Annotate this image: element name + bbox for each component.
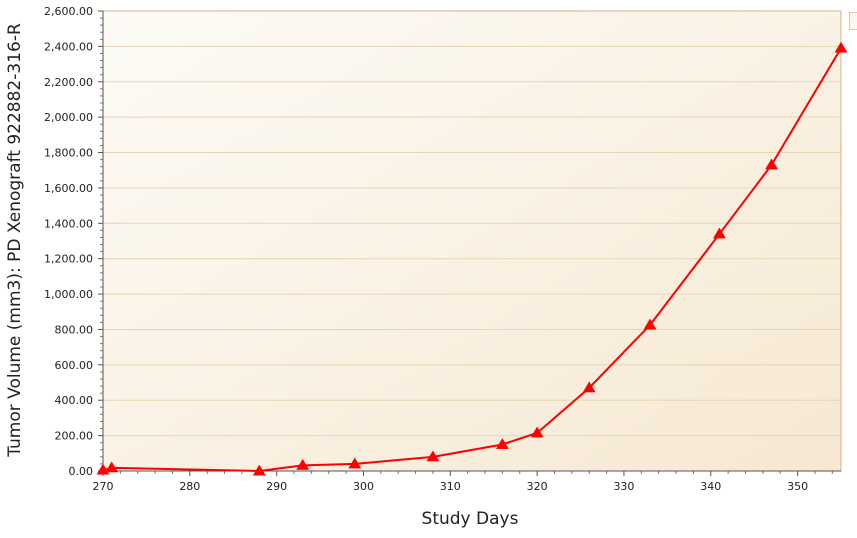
data-point-marker xyxy=(765,158,778,170)
y-tick-label: 400.00 xyxy=(55,394,94,407)
y-tick-label: 2,400.00 xyxy=(44,40,93,53)
x-tick-label: 310 xyxy=(440,480,461,493)
y-axis: 0.00 200.00 400.00 600.00 800.00 1,000.00 1,20… xyxy=(44,5,104,478)
data-point-marker xyxy=(495,437,509,449)
y-tick-label: 2,600.00 xyxy=(44,5,93,18)
y-tick-label: 200.00 xyxy=(55,430,94,443)
x-tick-label: 350 xyxy=(787,480,808,493)
data-point-marker xyxy=(296,458,310,470)
data-point-marker xyxy=(348,457,362,469)
data-point-marker xyxy=(582,381,596,393)
y-tick-label: 0.00 xyxy=(69,465,94,478)
x-axis: 270 280 290 300 310 320 330 340 350 xyxy=(93,470,841,493)
y-axis-title: Tumor Volume (mm3): PD Xenograft 922882-… xyxy=(5,23,25,458)
series-layer xyxy=(96,41,848,476)
data-point-marker xyxy=(426,450,440,462)
legend-box xyxy=(849,12,857,30)
x-tick-label: 270 xyxy=(93,480,114,493)
y-tick-label: 1,600.00 xyxy=(44,182,93,195)
y-tick-label: 600.00 xyxy=(55,359,94,372)
data-point-marker xyxy=(713,227,726,239)
x-tick-label: 300 xyxy=(353,480,374,493)
grid xyxy=(103,45,841,437)
x-tick-label: 320 xyxy=(527,480,548,493)
y-tick-label: 800.00 xyxy=(55,323,94,336)
data-point-marker xyxy=(643,318,657,330)
data-point-marker xyxy=(834,41,848,53)
y-tick-label: 1,000.00 xyxy=(44,288,93,301)
y-tick-label: 2,200.00 xyxy=(44,76,93,89)
x-tick-label: 290 xyxy=(266,480,287,493)
y-tick-label: 1,800.00 xyxy=(44,147,93,160)
x-tick-label: 340 xyxy=(700,480,721,493)
y-tick-label: 1,400.00 xyxy=(44,217,93,230)
x-tick-label: 330 xyxy=(613,480,634,493)
y-tick-label: 1,200.00 xyxy=(44,253,93,266)
x-tick-label: 280 xyxy=(179,480,200,493)
data-point-marker xyxy=(530,426,544,438)
x-axis-title: Study Days xyxy=(422,509,519,529)
data-point-marker xyxy=(105,461,119,473)
plot-area xyxy=(102,10,842,472)
y-tick-label: 2,000.00 xyxy=(44,111,93,124)
data-point-marker xyxy=(252,464,266,476)
